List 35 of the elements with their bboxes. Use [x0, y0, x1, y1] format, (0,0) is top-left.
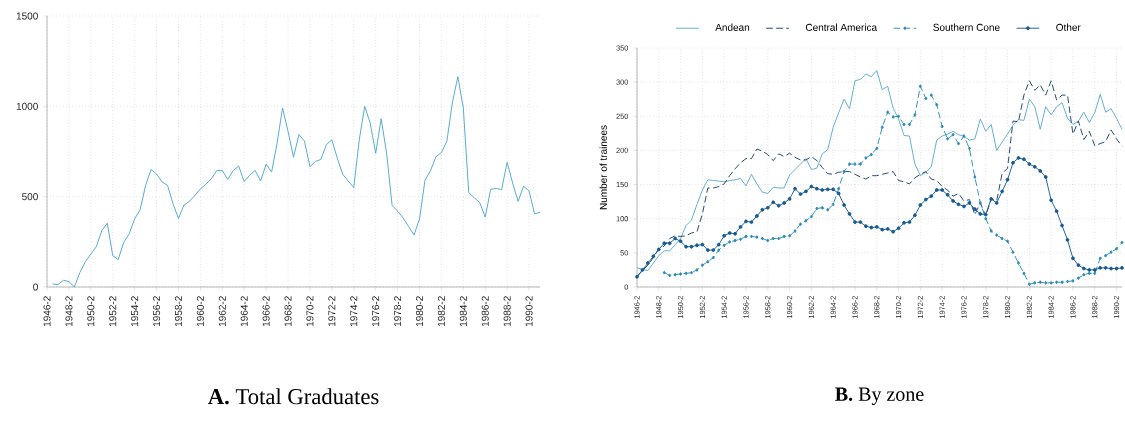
- x-tick-label: 1970-2: [306, 296, 314, 327]
- x-tick-label: 1984-2: [459, 296, 467, 327]
- x-tick-label: 1966-2: [262, 296, 270, 327]
- y-axis-title: Number of trainees: [599, 125, 607, 210]
- legend-label: Southern Cone: [933, 23, 1000, 31]
- legend-label: Other: [1056, 23, 1081, 31]
- x-tick-label: 1986-2: [481, 296, 489, 327]
- text: A. Total Graduates: [207, 388, 379, 405]
- line-series: [52, 76, 541, 288]
- x-tick-label: 1980-2: [415, 296, 424, 327]
- y-tick-label: 1500: [16, 12, 38, 20]
- x-tick-label: 1962-2: [218, 296, 226, 327]
- x-tick-label: 1988-2: [503, 296, 511, 327]
- x-tick-label: 1990-2: [525, 296, 533, 327]
- x-tick-label: 1952-2: [109, 296, 117, 327]
- y-tick-label: 1000: [16, 102, 38, 110]
- legend-label: Central America: [805, 23, 878, 31]
- y-tick-label: 500: [22, 193, 38, 201]
- y-tick-label: 0: [33, 283, 38, 291]
- x-tick-label: 1972-2: [328, 296, 336, 327]
- x-tick-label: 1960-2: [196, 296, 204, 327]
- x-tick-label: 1982-2: [437, 296, 445, 327]
- text: B. By zone: [835, 387, 924, 406]
- x-tick-label: 1948-2: [65, 296, 73, 327]
- x-tick-label: 1978-2: [394, 296, 402, 327]
- x-tick-label: 1950-2: [87, 296, 95, 327]
- legend-label: Andean: [715, 23, 750, 31]
- x-tick-label: 1946-2: [43, 296, 51, 327]
- x-tick-label: 1968-2: [284, 296, 292, 327]
- x-tick-label: 1956-2: [153, 296, 161, 327]
- x-tick-label: 1964-2: [240, 296, 248, 327]
- x-tick-label: 1976-2: [372, 296, 380, 327]
- x-tick-label: 1974-2: [350, 296, 358, 327]
- x-tick-label: 1958-2: [174, 296, 183, 327]
- x-tick-label: 1954-2: [131, 296, 139, 327]
